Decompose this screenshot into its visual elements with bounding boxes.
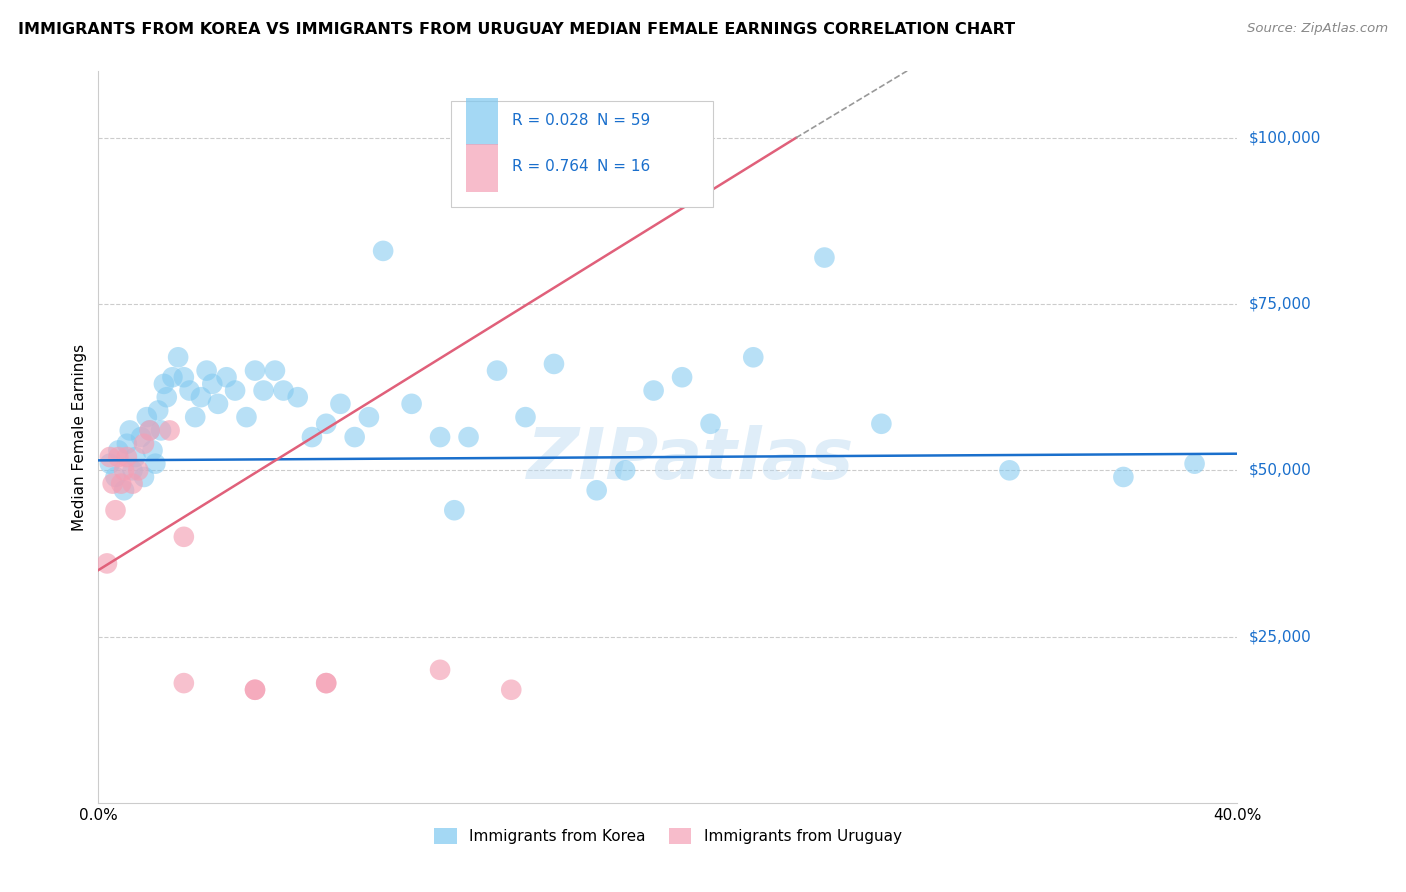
Text: R = 0.764: R = 0.764	[512, 159, 589, 174]
Text: Source: ZipAtlas.com: Source: ZipAtlas.com	[1247, 22, 1388, 36]
Point	[343, 430, 366, 444]
Point	[184, 410, 207, 425]
Point	[699, 417, 721, 431]
Point	[101, 476, 124, 491]
Point	[138, 424, 160, 438]
Point	[1112, 470, 1135, 484]
Point	[443, 503, 465, 517]
Point	[543, 357, 565, 371]
Point	[201, 376, 224, 391]
FancyBboxPatch shape	[467, 98, 498, 145]
Point	[96, 557, 118, 571]
Text: ZIPatlas: ZIPatlas	[527, 425, 855, 493]
Point	[138, 424, 160, 438]
Point	[121, 463, 143, 477]
Point	[179, 384, 201, 398]
Point	[329, 397, 352, 411]
Point	[998, 463, 1021, 477]
Point	[162, 370, 184, 384]
Point	[153, 376, 176, 391]
Point	[501, 682, 523, 697]
FancyBboxPatch shape	[467, 145, 498, 192]
Point	[112, 463, 135, 477]
Point	[104, 470, 127, 484]
Point	[1184, 457, 1206, 471]
Point	[173, 370, 195, 384]
Point	[870, 417, 893, 431]
Point	[118, 424, 141, 438]
Point	[173, 676, 195, 690]
Point	[401, 397, 423, 411]
Point	[224, 384, 246, 398]
Point	[121, 476, 143, 491]
Point	[132, 436, 155, 450]
Point	[148, 403, 170, 417]
Point	[273, 384, 295, 398]
Point	[671, 370, 693, 384]
Point	[173, 530, 195, 544]
Point	[287, 390, 309, 404]
Point	[373, 244, 395, 258]
Point	[264, 363, 287, 377]
Point	[98, 450, 121, 464]
Text: $50,000: $50,000	[1249, 463, 1312, 478]
Point	[429, 663, 451, 677]
Point	[135, 410, 157, 425]
Point	[243, 363, 266, 377]
Point	[301, 430, 323, 444]
FancyBboxPatch shape	[451, 101, 713, 207]
Point	[207, 397, 229, 411]
Point	[107, 443, 129, 458]
Point	[315, 676, 337, 690]
Y-axis label: Median Female Earnings: Median Female Earnings	[72, 343, 87, 531]
Text: IMMIGRANTS FROM KOREA VS IMMIGRANTS FROM URUGUAY MEDIAN FEMALE EARNINGS CORRELAT: IMMIGRANTS FROM KOREA VS IMMIGRANTS FROM…	[18, 22, 1015, 37]
Point	[315, 417, 337, 431]
Point	[129, 430, 152, 444]
Text: R = 0.028: R = 0.028	[512, 112, 588, 128]
Point	[515, 410, 537, 425]
Text: $75,000: $75,000	[1249, 297, 1312, 311]
Point	[235, 410, 257, 425]
Point	[457, 430, 479, 444]
Point	[145, 457, 167, 471]
Point	[107, 450, 129, 464]
Text: $25,000: $25,000	[1249, 629, 1312, 644]
Point	[742, 351, 765, 365]
Point	[486, 363, 509, 377]
Point	[190, 390, 212, 404]
Point	[643, 384, 665, 398]
Point	[104, 503, 127, 517]
Point	[195, 363, 218, 377]
Point	[141, 443, 163, 458]
Point	[124, 450, 146, 464]
Point	[112, 483, 135, 498]
Point	[132, 470, 155, 484]
Point	[614, 463, 637, 477]
Point	[156, 390, 179, 404]
Point	[813, 251, 835, 265]
Text: $100,000: $100,000	[1249, 130, 1320, 145]
Point	[585, 483, 607, 498]
Point	[115, 450, 138, 464]
Point	[357, 410, 380, 425]
Point	[315, 676, 337, 690]
Text: N = 16: N = 16	[598, 159, 651, 174]
Point	[127, 463, 149, 477]
Point	[252, 384, 274, 398]
Point	[429, 430, 451, 444]
Point	[115, 436, 138, 450]
Point	[98, 457, 121, 471]
Point	[167, 351, 190, 365]
Point	[150, 424, 173, 438]
Point	[243, 682, 266, 697]
Text: N = 59: N = 59	[598, 112, 651, 128]
Legend: Immigrants from Korea, Immigrants from Uruguay: Immigrants from Korea, Immigrants from U…	[427, 822, 908, 850]
Point	[110, 476, 132, 491]
Point	[243, 682, 266, 697]
Point	[159, 424, 181, 438]
Point	[215, 370, 238, 384]
